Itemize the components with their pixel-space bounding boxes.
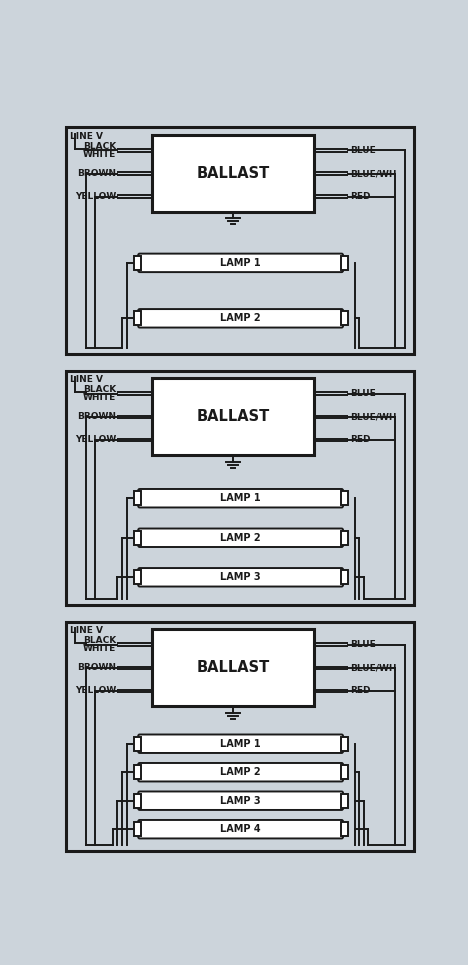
Text: LAMP 2: LAMP 2 [220, 314, 261, 323]
FancyBboxPatch shape [138, 568, 343, 587]
Bar [341, 256, 348, 270]
Text: BLUE/WH: BLUE/WH [350, 663, 396, 673]
Bar [133, 531, 140, 544]
Bar [133, 765, 140, 779]
Text: LAMP 4: LAMP 4 [220, 824, 261, 834]
Text: YELLOW: YELLOW [74, 435, 116, 445]
Bar [341, 312, 348, 325]
Bar [133, 822, 140, 836]
Text: BLUE/WH: BLUE/WH [350, 412, 396, 422]
Bar [152, 378, 314, 455]
Text: LAMP 1: LAMP 1 [220, 493, 261, 503]
Bar [133, 570, 140, 584]
Bar [66, 621, 414, 851]
Bar [66, 371, 414, 605]
Text: BROWN: BROWN [77, 663, 116, 673]
Text: BLUE: BLUE [350, 641, 376, 649]
Bar [66, 127, 414, 354]
Bar [133, 312, 140, 325]
FancyBboxPatch shape [138, 791, 343, 810]
Text: LINE V: LINE V [71, 375, 103, 384]
Text: BALLAST: BALLAST [196, 409, 270, 425]
FancyBboxPatch shape [138, 763, 343, 782]
Bar [341, 794, 348, 808]
Bar [341, 570, 348, 584]
Text: YELLOW: YELLOW [74, 192, 116, 201]
Bar [152, 629, 314, 706]
FancyBboxPatch shape [138, 489, 343, 508]
Text: YELLOW: YELLOW [74, 686, 116, 696]
Text: BLACK
WHITE: BLACK WHITE [83, 636, 116, 653]
Text: LAMP 1: LAMP 1 [220, 258, 261, 268]
Text: LAMP 3: LAMP 3 [220, 796, 261, 806]
Bar [341, 737, 348, 751]
FancyBboxPatch shape [138, 529, 343, 547]
FancyBboxPatch shape [138, 734, 343, 753]
Text: BLACK
WHITE: BLACK WHITE [83, 385, 116, 402]
Text: BLUE: BLUE [350, 389, 376, 399]
Text: LINE V: LINE V [71, 132, 103, 141]
Text: RED: RED [350, 686, 371, 696]
Text: BROWN: BROWN [77, 412, 116, 422]
FancyBboxPatch shape [138, 309, 343, 327]
Text: LAMP 2: LAMP 2 [220, 533, 261, 542]
Text: BROWN: BROWN [77, 169, 116, 179]
Bar [133, 737, 140, 751]
Text: LAMP 1: LAMP 1 [220, 739, 261, 749]
Text: BLACK
WHITE: BLACK WHITE [83, 142, 116, 159]
Bar [133, 491, 140, 505]
Text: BALLAST: BALLAST [196, 660, 270, 676]
Bar [341, 765, 348, 779]
Text: BLUE/WH: BLUE/WH [350, 169, 396, 179]
Text: RED: RED [350, 435, 371, 445]
Bar [341, 822, 348, 836]
Text: LINE V: LINE V [71, 626, 103, 635]
Text: BALLAST: BALLAST [196, 166, 270, 181]
Text: LAMP 3: LAMP 3 [220, 572, 261, 582]
Bar [341, 491, 348, 505]
Bar [152, 135, 314, 212]
Bar [133, 794, 140, 808]
Bar [341, 531, 348, 544]
Bar [133, 256, 140, 270]
FancyBboxPatch shape [138, 254, 343, 272]
Text: LAMP 2: LAMP 2 [220, 767, 261, 777]
Text: RED: RED [350, 192, 371, 201]
FancyBboxPatch shape [138, 820, 343, 839]
Text: BLUE: BLUE [350, 146, 376, 155]
